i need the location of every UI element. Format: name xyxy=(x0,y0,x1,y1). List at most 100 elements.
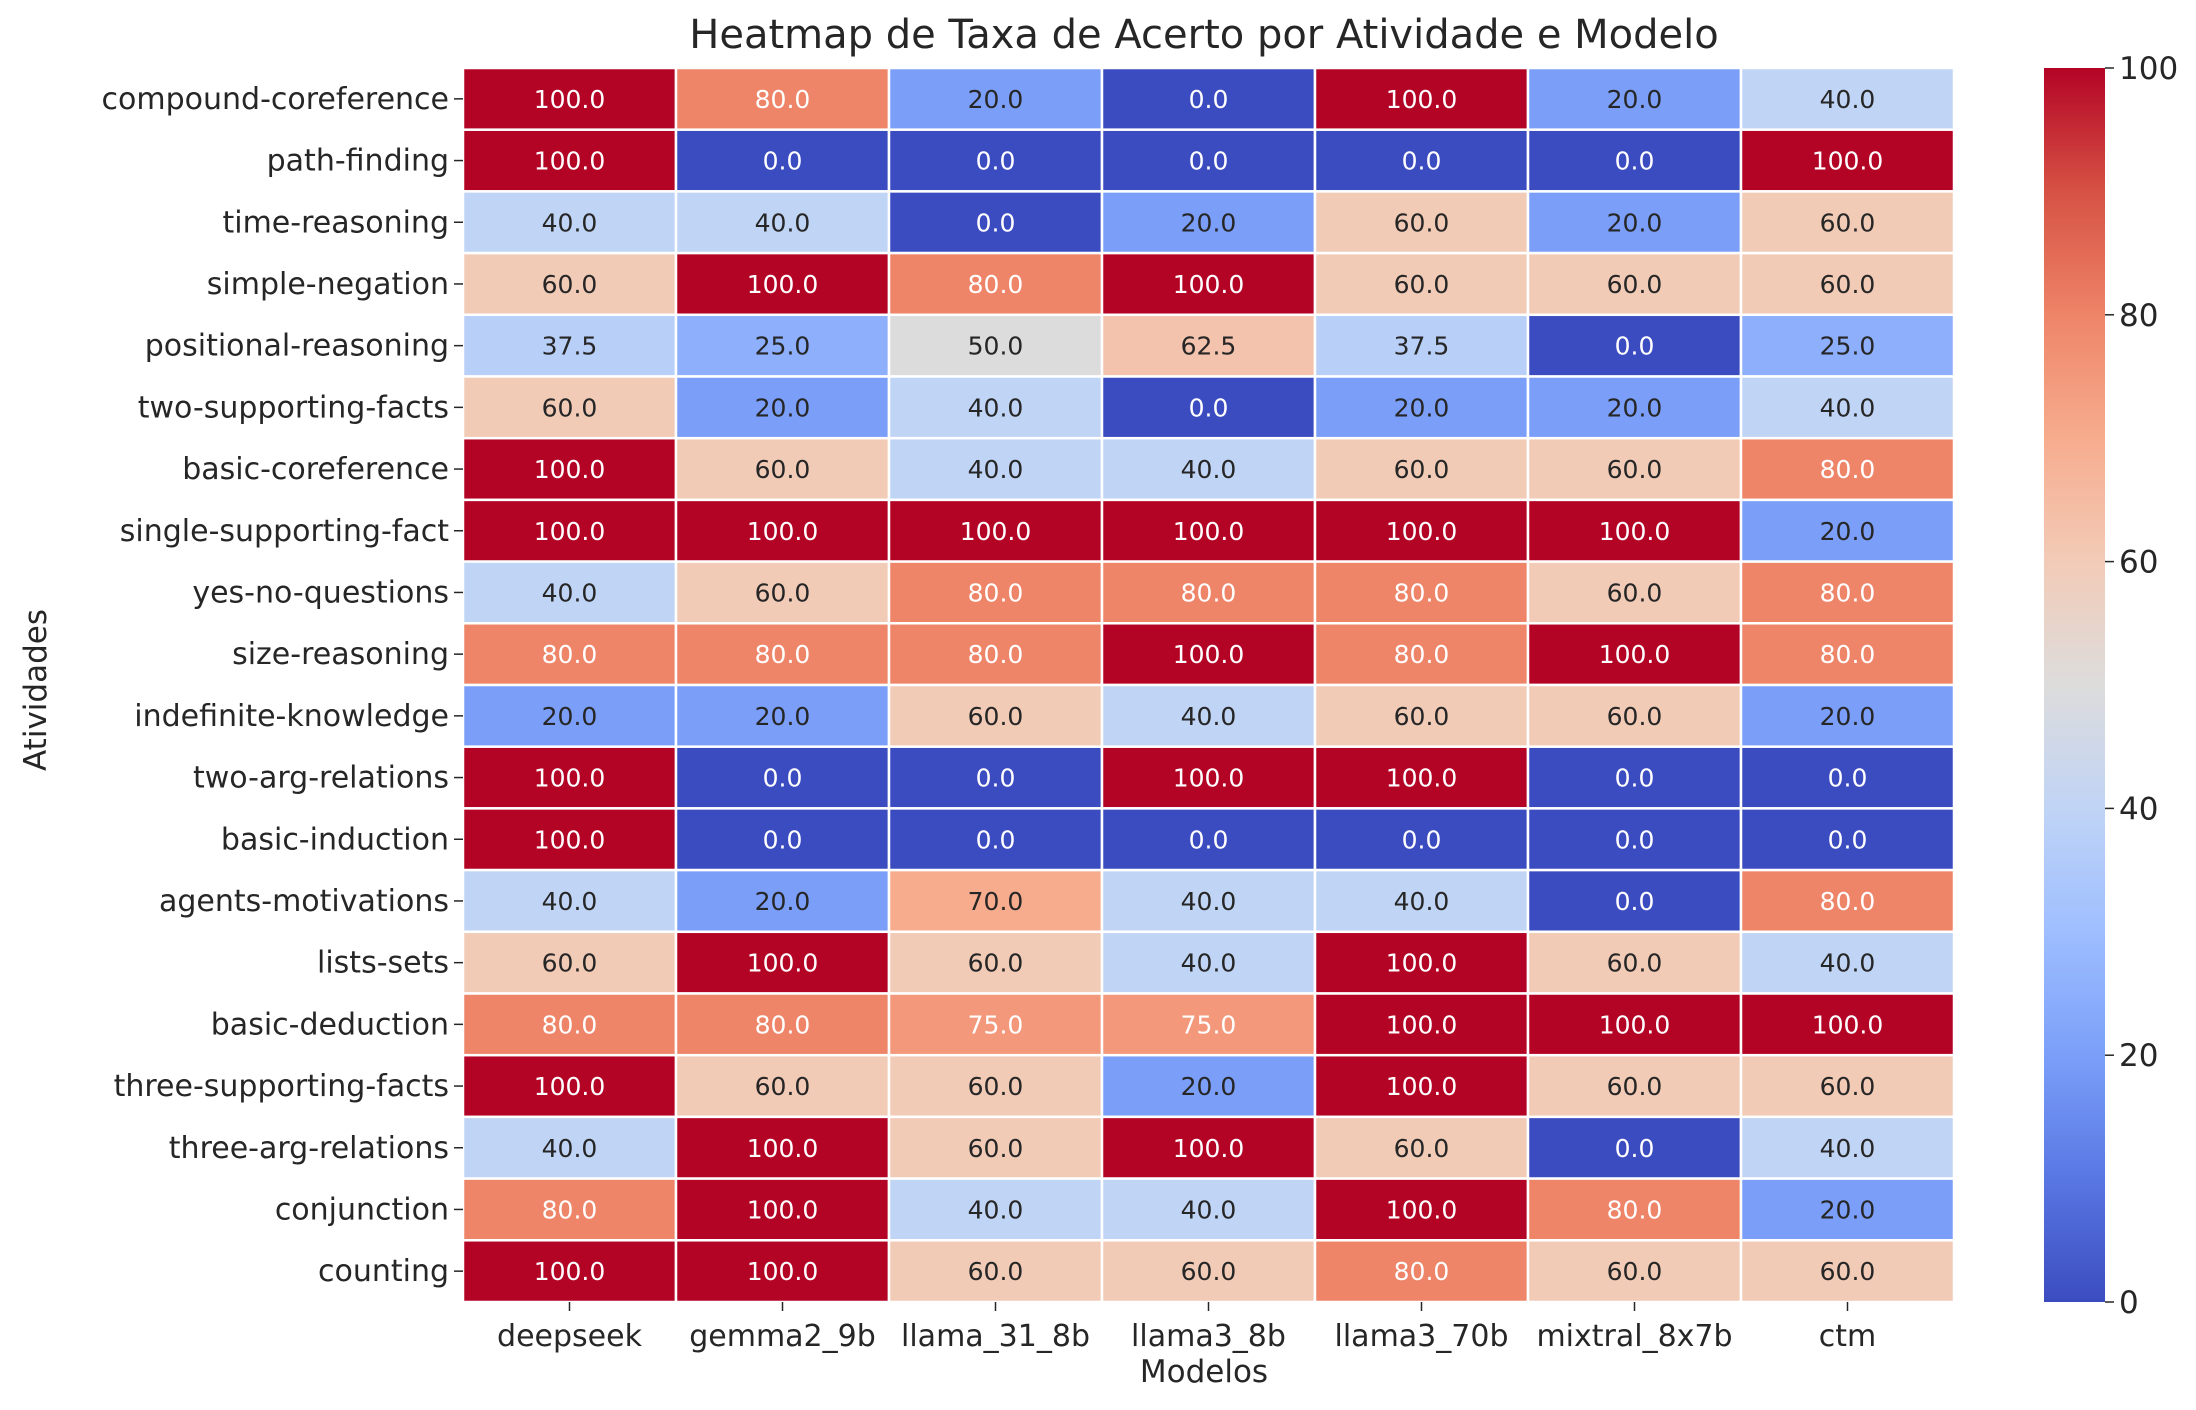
colorbar: 0 20 40 60 80 100 xyxy=(2044,51,2178,1321)
cell-value-label: 0.0 xyxy=(1615,887,1655,916)
cell-value-label: 100.0 xyxy=(534,85,606,114)
cell-value-label: 100.0 xyxy=(534,455,606,484)
heatmap-cell xyxy=(1100,930,1317,995)
heatmap-cell xyxy=(1739,992,1956,1057)
cell-value-label: 40.0 xyxy=(542,208,598,237)
row-labels: compound-coreference path-finding time-rea… xyxy=(102,82,463,1289)
y-tick-label: basic-induction xyxy=(221,822,449,857)
heatmap-cell xyxy=(1313,128,1530,193)
cell-value-label: 80.0 xyxy=(755,1010,811,1039)
y-tick-label: lists-sets xyxy=(317,946,449,981)
y-tick-label: compound-coreference xyxy=(102,82,449,117)
cell-value-label: 20.0 xyxy=(755,887,811,916)
cell-value-label: 100.0 xyxy=(1386,764,1458,793)
heatmap-cell xyxy=(1313,1239,1530,1304)
cell-value-label: 20.0 xyxy=(1820,702,1876,731)
heatmap-cell xyxy=(674,1115,891,1180)
cell-value-label: 100.0 xyxy=(1386,85,1458,114)
cell-value-label: 100.0 xyxy=(1386,517,1458,546)
cell-value-label: 60.0 xyxy=(1394,208,1450,237)
cell-value-label: 40.0 xyxy=(1820,85,1876,114)
heatmap-cell xyxy=(1100,498,1317,563)
x-tick-label: llama3_8b xyxy=(1131,1319,1286,1354)
cell-value-label: 40.0 xyxy=(542,1134,598,1163)
cell-value-label: 20.0 xyxy=(1607,208,1663,237)
heatmap-cell xyxy=(1313,930,1530,995)
cell-value-label: 80.0 xyxy=(1820,455,1876,484)
cell-value-label: 40.0 xyxy=(542,578,598,607)
heatmap-cell xyxy=(887,128,1104,193)
heatmap-cell xyxy=(1100,807,1317,872)
cell-value-label: 70.0 xyxy=(968,887,1024,916)
heatmap-cell xyxy=(461,1177,678,1242)
cell-value-label: 80.0 xyxy=(1820,578,1876,607)
cell-value-label: 100.0 xyxy=(1386,949,1458,978)
cell-value-label: 80.0 xyxy=(1820,887,1876,916)
heatmap-cell xyxy=(1100,868,1317,934)
cell-value-label: 100.0 xyxy=(960,517,1032,546)
cell-value-label: 0.0 xyxy=(1615,147,1655,176)
heatmap-cell xyxy=(887,436,1104,502)
cell-value-label: 0.0 xyxy=(1402,825,1442,854)
cell-value-label: 100.0 xyxy=(1599,517,1671,546)
heatmap-cell xyxy=(1739,868,1956,934)
cell-value-label: 60.0 xyxy=(1394,702,1450,731)
cell-value-label: 60.0 xyxy=(968,949,1024,978)
cell-value-label: 80.0 xyxy=(542,640,598,669)
y-tick-label: two-arg-relations xyxy=(193,761,449,796)
heatmap-cell xyxy=(674,745,891,810)
cell-value-label: 20.0 xyxy=(1820,517,1876,546)
cell-value-label: 80.0 xyxy=(968,270,1024,299)
heatmap-cell xyxy=(461,745,678,810)
x-axis-label: Modelos xyxy=(1140,1354,1268,1390)
cell-value-label: 60.0 xyxy=(542,270,598,299)
cell-value-label: 40.0 xyxy=(1820,949,1876,978)
cell-value-label: 80.0 xyxy=(542,1010,598,1039)
cell-value-label: 60.0 xyxy=(755,578,811,607)
heatmap-cell xyxy=(1739,128,1956,193)
heatmap-cell xyxy=(1739,375,1956,440)
cell-value-label: 80.0 xyxy=(1394,578,1450,607)
heatmap-cell xyxy=(461,622,678,687)
y-tick-label: indefinite-knowledge xyxy=(134,699,449,734)
cell-value-label: 40.0 xyxy=(1820,1134,1876,1163)
heatmap-cell xyxy=(1313,745,1530,810)
heatmap-cell xyxy=(1739,1177,1956,1242)
cell-value-label: 0.0 xyxy=(1615,764,1655,793)
cell-value-label: 40.0 xyxy=(1181,887,1237,916)
heatmap-cell xyxy=(1526,1177,1743,1242)
cell-value-label: 40.0 xyxy=(968,1195,1024,1224)
cell-value-label: 0.0 xyxy=(1615,1134,1655,1163)
heatmap-cell xyxy=(1739,251,1956,317)
cell-value-label: 100.0 xyxy=(747,517,819,546)
heatmap-cell xyxy=(887,1115,1104,1180)
cell-value-label: 60.0 xyxy=(1820,208,1876,237)
heatmap-cells: 100.0 80.0 20.0 0.0 100.0 20.0 40.0 100.0 0.0 0.0… xyxy=(461,66,1956,1304)
heatmap-cell xyxy=(674,190,891,255)
heatmap-cell xyxy=(1526,622,1743,687)
cell-value-label: 0.0 xyxy=(976,825,1016,854)
x-tick-label: ctm xyxy=(1819,1319,1876,1354)
cell-value-label: 80.0 xyxy=(968,640,1024,669)
cell-value-label: 100.0 xyxy=(1173,270,1245,299)
heatmap-cell xyxy=(1313,807,1530,872)
heatmap-cell xyxy=(1313,560,1530,625)
heatmap-cell xyxy=(1526,251,1743,317)
heatmap-cell xyxy=(674,66,891,131)
heatmap-cell xyxy=(1526,498,1743,563)
heatmap-cell xyxy=(1313,868,1530,934)
y-tick-label: single-supporting-fact xyxy=(120,514,449,549)
heatmap-cell xyxy=(887,622,1104,687)
cell-value-label: 20.0 xyxy=(968,85,1024,114)
cell-value-label: 40.0 xyxy=(542,887,598,916)
cell-value-label: 100.0 xyxy=(534,517,606,546)
cell-value-label: 0.0 xyxy=(1189,393,1229,422)
heatmap-cell xyxy=(461,375,678,440)
heatmap-cell xyxy=(1313,992,1530,1057)
y-tick-label: time-reasoning xyxy=(222,205,449,240)
cell-value-label: 37.5 xyxy=(542,332,598,361)
heatmap-cell xyxy=(1526,1239,1743,1304)
y-tick-label: positional-reasoning xyxy=(145,329,449,364)
y-tick-label: simple-negation xyxy=(207,267,449,302)
